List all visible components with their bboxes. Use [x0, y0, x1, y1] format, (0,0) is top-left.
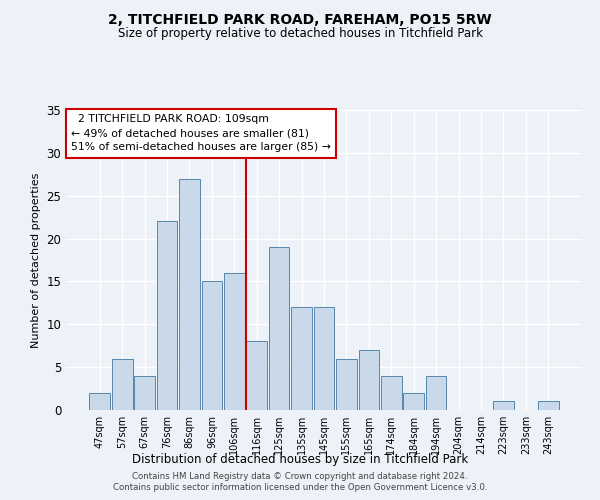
Text: 2, TITCHFIELD PARK ROAD, FAREHAM, PO15 5RW: 2, TITCHFIELD PARK ROAD, FAREHAM, PO15 5…	[108, 12, 492, 26]
Bar	[403, 393, 424, 410]
Bar	[202, 282, 222, 410]
Bar	[359, 350, 379, 410]
Text: 2 TITCHFIELD PARK ROAD: 109sqm  
← 49% of detached houses are smaller (81)
51% o: 2 TITCHFIELD PARK ROAD: 109sqm ← 49% of …	[71, 114, 331, 152]
Text: Size of property relative to detached houses in Titchfield Park: Size of property relative to detached ho…	[118, 28, 482, 40]
Bar	[269, 247, 289, 410]
Bar	[381, 376, 401, 410]
Y-axis label: Number of detached properties: Number of detached properties	[31, 172, 41, 348]
Bar	[224, 273, 245, 410]
Bar	[112, 358, 133, 410]
Bar	[157, 222, 178, 410]
Bar	[426, 376, 446, 410]
Text: Contains HM Land Registry data © Crown copyright and database right 2024.: Contains HM Land Registry data © Crown c…	[132, 472, 468, 481]
Text: Distribution of detached houses by size in Titchfield Park: Distribution of detached houses by size …	[132, 452, 468, 466]
Bar	[291, 307, 312, 410]
Text: Contains public sector information licensed under the Open Government Licence v3: Contains public sector information licen…	[113, 484, 487, 492]
Bar	[247, 342, 267, 410]
Bar	[336, 358, 357, 410]
Bar	[89, 393, 110, 410]
Bar	[179, 178, 200, 410]
Bar	[134, 376, 155, 410]
Bar	[493, 402, 514, 410]
Bar	[538, 402, 559, 410]
Bar	[314, 307, 334, 410]
